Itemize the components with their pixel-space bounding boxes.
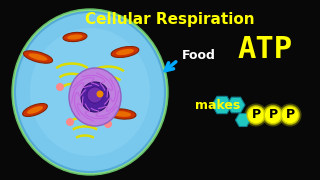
Circle shape (108, 86, 116, 94)
Ellipse shape (30, 28, 150, 156)
Circle shape (281, 106, 299, 124)
Text: makes: makes (195, 98, 240, 111)
Ellipse shape (116, 49, 134, 55)
Circle shape (104, 120, 112, 128)
Ellipse shape (28, 53, 47, 61)
Circle shape (280, 105, 300, 125)
Ellipse shape (113, 111, 131, 117)
Ellipse shape (81, 82, 109, 112)
Ellipse shape (69, 68, 121, 126)
Circle shape (246, 105, 266, 125)
Circle shape (56, 83, 64, 91)
Polygon shape (227, 97, 245, 113)
Text: P: P (285, 109, 295, 122)
Polygon shape (236, 114, 251, 127)
Ellipse shape (23, 51, 52, 63)
Circle shape (261, 103, 284, 127)
Text: ATP: ATP (237, 35, 292, 64)
Polygon shape (212, 96, 232, 114)
Text: Food: Food (182, 48, 216, 62)
Ellipse shape (23, 103, 47, 116)
Circle shape (97, 91, 103, 98)
Circle shape (87, 87, 103, 103)
Ellipse shape (12, 9, 168, 175)
Circle shape (263, 105, 283, 125)
Ellipse shape (15, 12, 165, 172)
Ellipse shape (27, 106, 43, 114)
Circle shape (247, 106, 265, 124)
Circle shape (244, 103, 268, 127)
Ellipse shape (111, 46, 139, 57)
Circle shape (66, 118, 74, 126)
Text: Cellular Respiration: Cellular Respiration (85, 12, 255, 27)
Ellipse shape (108, 109, 136, 119)
Text: P: P (252, 109, 260, 122)
Ellipse shape (67, 34, 83, 40)
Circle shape (278, 103, 301, 127)
Circle shape (264, 106, 282, 124)
Ellipse shape (63, 32, 87, 42)
Text: P: P (268, 109, 277, 122)
